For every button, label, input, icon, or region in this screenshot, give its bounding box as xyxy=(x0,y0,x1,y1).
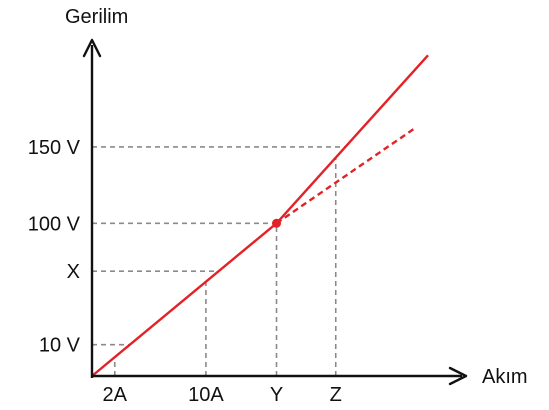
series-line xyxy=(91,222,278,377)
data-series xyxy=(91,54,429,377)
series-line xyxy=(275,54,429,225)
y-axis-label: Gerilim xyxy=(65,6,128,28)
y-tick-label: X xyxy=(67,261,80,283)
x-tick-label: Z xyxy=(330,384,342,406)
axes xyxy=(82,38,468,386)
y-tick-label: 100 V xyxy=(28,213,81,235)
x-tick-label: 2A xyxy=(103,384,128,406)
x-tick-label: 10A xyxy=(188,384,224,406)
guide-lines xyxy=(92,146,346,376)
y-tick-label: 10 V xyxy=(39,335,81,357)
x-axis-label: Akım xyxy=(482,366,528,388)
extrapolation-line xyxy=(275,126,418,225)
x-axis-arrow-icon xyxy=(448,366,468,386)
tick-labels: 10 V X 100 V 150 V 2A 10A Y Z xyxy=(28,137,342,406)
break-point-marker xyxy=(272,218,282,228)
x-tick-label: Y xyxy=(270,384,283,406)
y-axis-arrow-icon xyxy=(82,38,102,58)
y-tick-label: 150 V xyxy=(28,137,81,159)
